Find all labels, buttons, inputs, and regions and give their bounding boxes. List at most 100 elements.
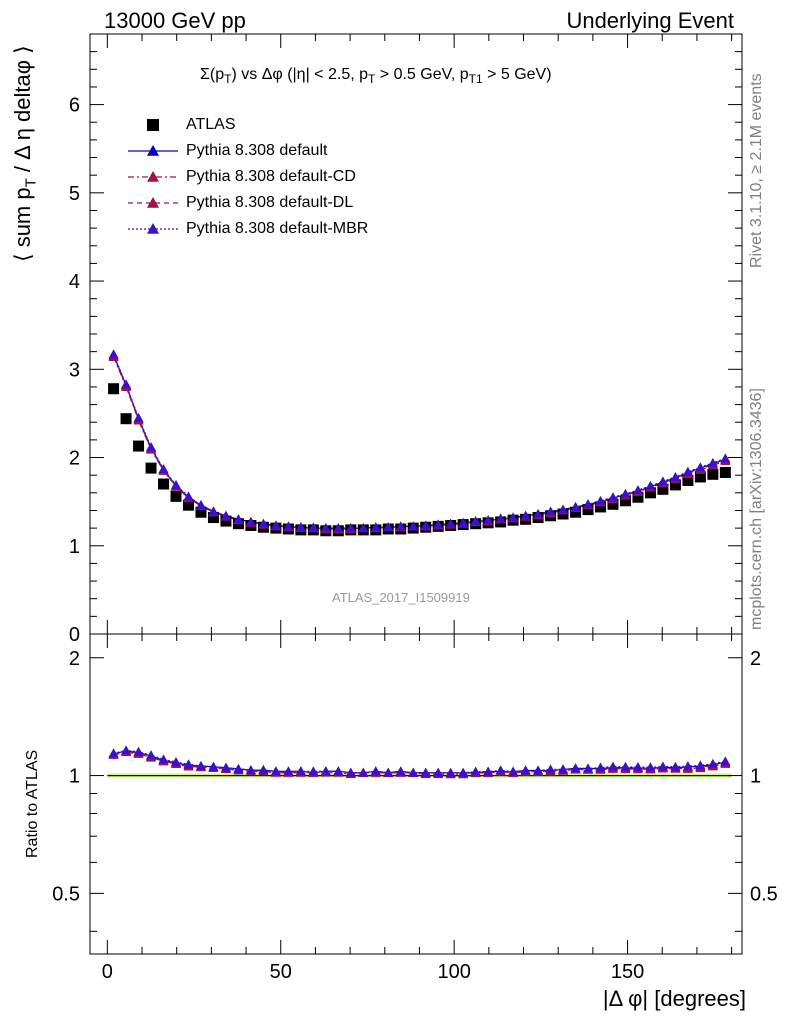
mc-point-4 [720, 453, 731, 463]
atlas-data-point [182, 499, 194, 511]
ratio-y-tick-label-right: 0.5 [750, 883, 778, 905]
mc-ratio-point-4 [420, 767, 431, 777]
mc-point-4 [583, 499, 594, 509]
mc-ratio-point-4 [433, 767, 444, 777]
mc-ratio-point-4 [383, 767, 394, 777]
mc-point-4 [545, 506, 556, 516]
mc-ratio-point-4 [445, 767, 456, 777]
y-tick-label: 4 [69, 271, 80, 293]
mcplots-label: mcplots.cern.ch [arXiv:1306.3436] [748, 388, 765, 630]
mc-ratio-point-4 [707, 758, 718, 768]
mc-point-4 [632, 485, 643, 495]
mc-ratio-point-4 [295, 766, 306, 776]
atlas-data-point [694, 471, 706, 483]
legend-symbol-default-mbr [128, 223, 178, 234]
mc-point-4 [220, 510, 231, 520]
mc-point-4 [595, 495, 606, 505]
mc-ratio-point-4 [545, 764, 556, 774]
mc-point-4 [458, 517, 469, 527]
mc-ratio-point-4 [607, 761, 618, 771]
mc-ratio-point-4 [245, 765, 256, 775]
legend-symbol-default [128, 145, 178, 156]
atlas-data-point [719, 467, 731, 479]
mc-point-4 [607, 492, 618, 502]
mc-point-4 [682, 466, 693, 476]
chart-title: Σ(pT) vs Δφ (|η| < 2.5, pT > 0.5 GeV, pT… [200, 66, 552, 87]
mc-point-4 [707, 457, 718, 467]
mc-point-4 [620, 488, 631, 498]
atlas-data-point [108, 383, 120, 395]
mc-point-4 [370, 522, 381, 532]
mc-ratio-point-4 [108, 748, 119, 758]
atlas-data-point [158, 478, 170, 490]
series-line-2 [113, 356, 726, 530]
ratio-line-2 [113, 751, 726, 775]
ratio-y-tick-label: 0.5 [52, 883, 80, 905]
atlas-data-point [120, 413, 132, 425]
mc-ratio-point-4 [695, 760, 706, 770]
mc-ratio-point-4 [520, 765, 531, 775]
ratio-plot-frame [89, 633, 743, 955]
legend-symbol-default-dl [128, 197, 178, 208]
mc-ratio-point-4 [720, 756, 731, 766]
mc-ratio-point-4 [595, 762, 606, 772]
mc-ratio-point-4 [183, 759, 194, 769]
mc-point-4 [258, 518, 269, 528]
legend-marker-square [147, 119, 159, 131]
atlas-data-point [133, 440, 145, 452]
x-axis-label: |Δ φ| [degrees] [602, 986, 746, 1011]
mc-point-4 [645, 480, 656, 490]
mc-ratio-point-4 [345, 767, 356, 777]
atlas-data-point [570, 506, 582, 518]
mc-point-4 [495, 513, 506, 523]
legend-label-atlas: ATLAS [186, 116, 236, 133]
ratio-y-tick-label: 2 [69, 648, 80, 670]
mc-ratio-point-4 [632, 762, 643, 772]
legend-label-default-mbr: Pythia 8.308 default-MBR [186, 220, 369, 237]
mc-point-4 [233, 514, 244, 524]
mc-ratio-point-4 [682, 761, 693, 771]
legend-label-default-cd: Pythia 8.308 default-CD [186, 168, 356, 185]
mc-point-4 [483, 515, 494, 525]
mc-point-4 [570, 501, 581, 511]
x-tick-label: 50 [270, 961, 292, 983]
y-tick-label: 6 [69, 95, 80, 117]
mc-point-4 [320, 523, 331, 533]
mc-point-4 [358, 523, 369, 533]
mc-point-4 [408, 521, 419, 531]
mc-ratio-point-4 [395, 766, 406, 776]
mc-point-4 [283, 521, 294, 531]
analysis-watermark: ATLAS_2017_I1509919 [332, 590, 470, 605]
mc-point-4 [270, 520, 281, 530]
x-tick-label: 100 [437, 961, 470, 983]
mc-point-4 [383, 522, 394, 532]
atlas-data-point [682, 474, 694, 486]
mc-ratio-point-4 [233, 763, 244, 773]
energy-label: 13000 GeV pp [104, 8, 246, 33]
atlas-data-point [595, 501, 607, 513]
mc-ratio-point-4 [320, 766, 331, 776]
mc-point-4 [533, 509, 544, 518]
atlas-data-point [657, 483, 669, 495]
mc-point-4 [333, 523, 344, 533]
mc-ratio-point-4 [508, 766, 519, 776]
mc-ratio-point-4 [533, 765, 544, 775]
y-axis-label-ratio: Ratio to ATLAS [24, 749, 41, 858]
legend: ATLAS Pythia 8.308 default Pythia 8.308 … [126, 112, 368, 242]
mc-ratio-point-4 [208, 761, 219, 771]
mc-ratio-point-4 [408, 767, 419, 777]
mc-point-4 [508, 512, 519, 522]
mc-point-4 [470, 516, 481, 526]
atlas-data-point [669, 479, 681, 491]
legend-symbol-atlas [147, 119, 159, 131]
y-tick-label: 5 [69, 183, 80, 205]
mc-point-4 [657, 476, 668, 486]
ratio-y-tick-label-right: 2 [750, 648, 761, 670]
mc-ratio-point-4 [358, 767, 369, 777]
atlas-data-point [582, 504, 594, 516]
mc-ratio-point-4 [121, 745, 132, 755]
atlas-data-point [207, 512, 219, 524]
mc-ratio-point-4 [308, 766, 319, 776]
mc-point-4 [108, 349, 119, 359]
